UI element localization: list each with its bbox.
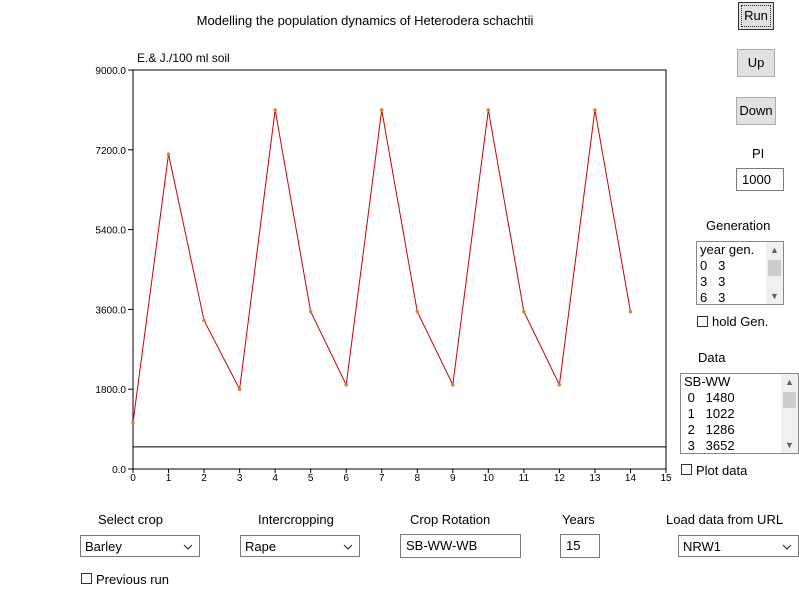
data-list[interactable]: SB-WW 0 1480 1 1022 2 1286 3 3652 ▲ ▼ [680, 373, 799, 454]
data-point [273, 108, 277, 112]
list-item[interactable]: 6 3 [700, 290, 726, 305]
y-tick-label: 1800.0 [95, 385, 126, 396]
scroll-up-icon[interactable]: ▲ [785, 377, 794, 387]
y-tick-label: 5400.0 [95, 226, 126, 237]
x-tick-label: 8 [414, 473, 420, 484]
y-tick-label: 0.0 [112, 465, 126, 476]
hold-gen-label: hold Gen. [712, 314, 769, 329]
scroll-down-icon[interactable]: ▼ [770, 291, 779, 301]
load-url-value: NRW1 [683, 539, 722, 554]
scroll-thumb[interactable] [768, 260, 781, 276]
generation-list[interactable]: year gen. 0 3 3 3 6 3 ▲ ▼ [696, 241, 784, 305]
years-input[interactable]: 15 [560, 534, 600, 558]
x-tick-label: 7 [379, 473, 385, 484]
down-button[interactable]: Down [736, 97, 776, 125]
data-point [451, 382, 455, 387]
page-title: Modelling the population dynamics of Het… [196, 13, 534, 28]
x-tick-label: 2 [201, 473, 207, 484]
run-button[interactable]: Run [738, 2, 774, 30]
data-point [522, 309, 526, 314]
x-axis-ticks: 0 1 2 3 4 5 6 7 8 9 10 11 12 13 14 15 [130, 469, 672, 484]
x-tick-label: 13 [589, 473, 601, 484]
chevron-down-icon [183, 544, 193, 550]
x-tick-label: 12 [554, 473, 566, 484]
data-label: Data [698, 350, 726, 365]
load-url-label: Load data from URL [666, 512, 784, 527]
select-crop-value: Barley [85, 539, 122, 554]
x-tick-label: 4 [272, 473, 278, 484]
list-item[interactable]: 2 1286 [684, 422, 735, 437]
select-crop-label: Select crop [98, 512, 164, 527]
y-tick-label: 3600.0 [95, 305, 126, 316]
list-item[interactable]: year gen. [700, 242, 755, 257]
generation-label: Generation [706, 218, 771, 233]
y-tick-label: 7200.0 [95, 146, 126, 157]
data-point [202, 318, 206, 323]
plot-data-checkbox[interactable] [681, 464, 692, 475]
y-axis-label: E.& J./100 ml soil [137, 51, 230, 65]
crop-rotation-label: Crop Rotation [410, 512, 491, 527]
previous-run-checkbox[interactable] [81, 573, 92, 584]
series-markers [131, 108, 633, 425]
crop-rotation-input[interactable]: SB-WW-WB [400, 534, 521, 558]
y-axis-ticks: 0.0 1800.0 3600.0 5400.0 7200.0 9000.0 [95, 66, 133, 476]
years-label: Years [562, 512, 595, 527]
data-point [166, 152, 171, 157]
hold-gen-checkbox[interactable] [697, 316, 708, 327]
data-scrollbar[interactable]: ▲ ▼ [781, 374, 798, 453]
x-tick-label: 6 [343, 473, 349, 484]
scroll-up-icon[interactable]: ▲ [770, 245, 779, 255]
y-tick-label: 9000.0 [95, 66, 126, 77]
load-url-dropdown[interactable]: NRW1 [678, 535, 799, 557]
x-tick-label: 10 [483, 473, 495, 484]
series-line [132, 109, 631, 423]
data-point [593, 108, 597, 112]
intercropping-label: Intercropping [258, 512, 334, 527]
pi-label: PI [752, 146, 765, 161]
previous-run-label: Previous run [96, 572, 169, 587]
x-tick-label: 1 [166, 473, 172, 484]
intercropping-dropdown[interactable]: Rape [240, 535, 360, 557]
scroll-down-icon[interactable]: ▼ [785, 440, 794, 450]
x-tick-label: 0 [130, 473, 136, 484]
x-tick-label: 3 [237, 473, 243, 484]
x-tick-label: 5 [308, 473, 314, 484]
list-item[interactable]: 3 3 [700, 274, 726, 289]
scroll-thumb[interactable] [783, 392, 796, 408]
data-point [486, 108, 491, 112]
list-item[interactable]: 3 3652 [684, 438, 735, 453]
data-point [308, 309, 313, 314]
x-tick-label: 15 [660, 473, 672, 484]
list-item[interactable]: 1 1022 [684, 406, 735, 421]
list-item[interactable]: SB-WW [684, 374, 731, 389]
up-button[interactable]: Up [737, 49, 775, 77]
plot-data-label: Plot data [696, 463, 748, 478]
chevron-down-icon [343, 544, 353, 550]
data-point [344, 382, 349, 387]
list-item[interactable]: 0 3 [700, 258, 726, 273]
data-point [628, 309, 633, 314]
intercropping-value: Rape [245, 539, 277, 554]
population-chart: E.& J./100 ml soil 0.01800.03600.05400.0… [95, 51, 672, 484]
x-tick-label: 14 [625, 473, 637, 484]
data-point [131, 420, 135, 425]
x-tick-label: 11 [519, 473, 530, 484]
generation-scrollbar[interactable]: ▲ ▼ [766, 242, 783, 304]
data-point [415, 309, 420, 314]
data-point [557, 382, 562, 387]
select-crop-dropdown[interactable]: Barley [80, 535, 200, 557]
x-tick-label: 9 [450, 473, 456, 484]
plot-frame [132, 69, 667, 470]
chevron-down-icon [782, 544, 792, 550]
data-point [237, 387, 242, 392]
pi-input[interactable]: 1000 [736, 168, 784, 191]
data-point [379, 108, 384, 112]
list-item[interactable]: 0 1480 [684, 390, 735, 405]
